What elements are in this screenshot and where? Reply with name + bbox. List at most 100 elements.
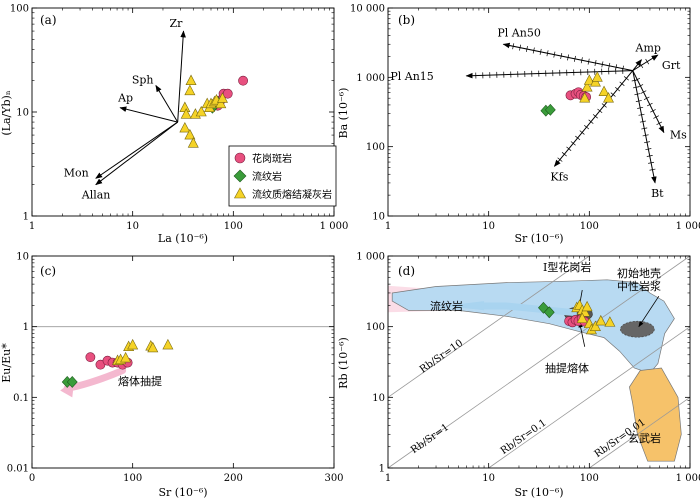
data-point-welded-tuff — [185, 74, 197, 85]
panel-b-label: (b) — [398, 13, 415, 27]
vector-kfs-tick — [579, 130, 585, 135]
panel-a-legend: 花岗斑岩 流纹岩 流纹质熔结凝灰岩 — [228, 145, 337, 207]
vector-pl-an50-tick — [567, 54, 570, 61]
y-tick-label: 10 — [16, 252, 29, 263]
legend-marker-welded-tuff — [233, 187, 247, 199]
y-tick-label: 1 — [23, 322, 29, 333]
panel-a-points — [179, 74, 248, 148]
ratio-line-label: Rb/Sr=0.1 — [499, 417, 549, 457]
vector-label-pl-an50: Pl An50 — [497, 26, 540, 39]
legend-box — [228, 145, 337, 207]
x-tick-label: 1 — [385, 473, 391, 484]
vector-ms-tick — [640, 90, 647, 94]
vector-kfs-tick — [566, 146, 572, 151]
vector-label-ap: Ap — [117, 92, 133, 105]
vector-bt-tick — [633, 86, 640, 89]
data-point-welded-tuff — [589, 320, 601, 331]
vector-pl-an50-tick — [512, 43, 515, 50]
vector-grt-tick — [639, 62, 644, 69]
vector-label-zr: Zr — [170, 17, 184, 30]
data-point-welded-tuff — [195, 105, 207, 117]
vector-amp — [632, 59, 642, 71]
data-point-welded-tuff — [598, 85, 610, 97]
pointer-early-crust — [638, 295, 660, 328]
vector-label-sph: Sph — [132, 73, 154, 86]
panel-c-axes: 0 100 200 300 0.01 0.1 1 10 — [7, 252, 344, 485]
vector-ms-tick — [643, 96, 650, 100]
panel-b-points — [540, 71, 614, 117]
y-tick-label: 10 000 — [350, 4, 385, 15]
field-label-early-crust-1: 初始地壳 — [617, 266, 661, 280]
vector-kfs-tick — [619, 81, 625, 86]
panel-a: Zr Sph Ap Mon Allan 1 10 100 1 000 1 10 100 (a) La… — [0, 4, 348, 246]
vector-label-mon: Mon — [64, 166, 89, 179]
data-point-rhyolite — [543, 306, 555, 319]
panel-d-label: (d) — [398, 264, 415, 278]
pointer-melt-extraction — [578, 321, 586, 347]
data-point-welded-tuff — [579, 92, 591, 103]
x-tick-label: 10 — [482, 221, 495, 232]
vector-kfs-tick — [601, 103, 607, 108]
vector-bt-tick — [643, 141, 651, 144]
vector-kfs-tick — [592, 114, 598, 119]
vector-allan — [95, 121, 178, 186]
data-point-welded-tuff — [120, 351, 132, 363]
vector-bt-tick — [646, 155, 653, 157]
y-tick-label: 1 — [23, 212, 29, 223]
data-point-welded-tuff — [591, 71, 603, 82]
x-tick-label: 300 — [324, 473, 343, 484]
data-point-welded-tuff — [184, 128, 196, 140]
x-tick-label: 0 — [29, 473, 35, 484]
vector-ap — [119, 106, 178, 123]
vector-bt-tick — [631, 79, 638, 82]
plot-frame — [387, 255, 691, 469]
field-label-early-crust-2: 中性岩浆 — [617, 279, 661, 293]
data-point-welded-tuff — [215, 97, 227, 109]
data-point-welded-tuff — [216, 92, 228, 103]
x-tick-label: 1 000 — [676, 221, 700, 232]
vector-label-bt: Bt — [651, 187, 664, 200]
data-point-welded-tuff — [187, 137, 199, 148]
data-point-welded-tuff — [602, 92, 614, 103]
data-point-welded-tuff — [162, 338, 174, 350]
ratio-line-label: Rb/Sr=10 — [418, 338, 465, 376]
vector-kfs-tick — [570, 141, 576, 146]
y-tick-label: 0.1 — [13, 393, 29, 404]
vector-ms-tick — [656, 121, 663, 125]
legend-label-welded-tuff: 流纹质熔结凝灰岩 — [252, 188, 332, 201]
vector-mon — [95, 121, 178, 179]
vector-kfs-tick — [583, 124, 590, 130]
data-point-welded-tuff — [595, 314, 607, 326]
vector-pl-an50-tick — [580, 57, 583, 64]
panel-d-axes: 1 10 100 1 000 1 10 100 1 000 — [356, 252, 700, 485]
x-tick-label: 100 — [123, 473, 142, 484]
panel-c-label: (c) — [40, 264, 56, 278]
plot-frame — [387, 7, 691, 217]
melt-extraction-arrow — [63, 366, 127, 392]
legend-label-granite-porphyry: 花岗斑岩 — [252, 152, 292, 165]
legend-marker-rhyolite — [233, 169, 247, 183]
ratio-line — [387, 255, 691, 469]
panel-c-x-label: Sr (10⁻⁶) — [158, 486, 207, 499]
y-tick-label: 1 000 — [356, 73, 385, 84]
x-tick-label: 10 — [126, 221, 139, 232]
vector-pl-an15 — [465, 70, 633, 79]
x-tick-label: 200 — [224, 473, 243, 484]
vector-grt-tick — [645, 58, 650, 65]
x-tick-label: 1 000 — [676, 473, 700, 484]
data-point-granite-porphyry — [85, 352, 96, 363]
x-tick-label: 100 — [580, 473, 599, 484]
y-tick-label: 10 — [372, 393, 385, 404]
vector-sph — [155, 84, 179, 123]
field-label-i-type-granite: I型花岗岩 — [543, 260, 591, 274]
plot-frame — [31, 255, 335, 469]
panel-d-annotation-melt-extraction: 抽提熔体 — [545, 361, 589, 375]
vector-pl-an50-tick — [608, 62, 611, 69]
y-tick-label: 0.01 — [7, 464, 29, 475]
y-tick-label: 1 — [379, 464, 385, 475]
vector-kfs-tick — [623, 76, 629, 81]
